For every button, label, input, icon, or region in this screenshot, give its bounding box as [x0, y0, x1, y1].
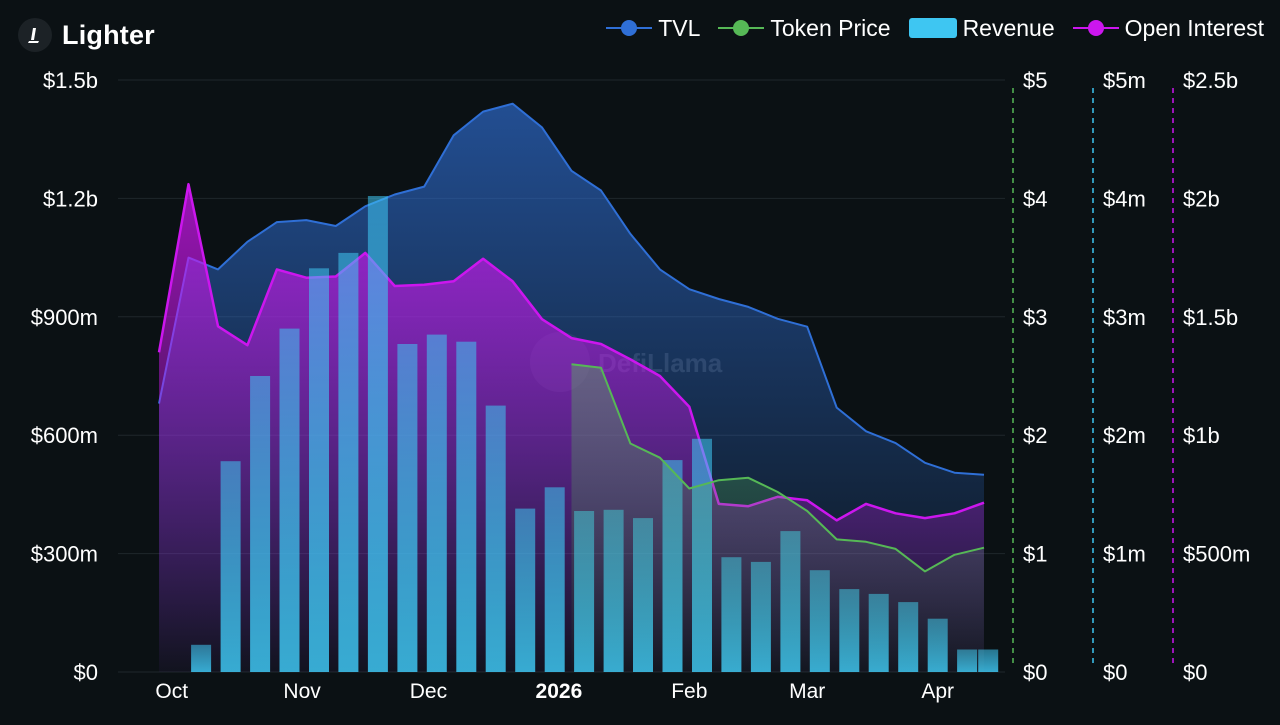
- revenue-axis-tick-label: $2m: [1103, 423, 1146, 448]
- legend-label: Token Price: [770, 14, 891, 41]
- open-interest-axis-tick-label: $1b: [1183, 423, 1220, 448]
- brand: Lighter: [18, 18, 155, 52]
- tvl-axis-tick-label: $0: [74, 660, 98, 685]
- revenue-bar[interactable]: [191, 644, 212, 672]
- tvl-axis-tick-label: $1.2b: [43, 186, 98, 211]
- x-axis-tick-label: Feb: [671, 680, 707, 703]
- series-layer: [157, 102, 999, 672]
- x-axis-tick-label: Nov: [283, 680, 321, 703]
- legend-rect-icon: [908, 18, 957, 38]
- revenue-bar[interactable]: [544, 487, 565, 672]
- revenue-axis-tick-label: $0: [1103, 660, 1127, 685]
- x-axis-tick-label: 2026: [536, 680, 583, 703]
- legend-label: TVL: [658, 14, 701, 41]
- revenue-axis-tick-label: $1m: [1103, 542, 1146, 567]
- open-interest-axis-tick-label: $2b: [1183, 186, 1220, 211]
- legend-label: Revenue: [962, 14, 1055, 41]
- revenue-bar[interactable]: [515, 508, 536, 672]
- token-price-axis-tick-label: $3: [1023, 305, 1047, 330]
- open-interest-axis-tick-label: $1.5b: [1183, 305, 1238, 330]
- open-interest-line: [157, 182, 985, 522]
- open-interest-axis-tick-label: $2.5b: [1183, 68, 1238, 93]
- lighter-logo-icon: [18, 18, 52, 52]
- chart-legend: TVL Token Price Revenue Open Interest: [606, 12, 1264, 44]
- brand-name: Lighter: [62, 19, 155, 50]
- token-price-axis-tick-label: $5: [1023, 68, 1047, 93]
- revenue-bar[interactable]: [309, 268, 329, 672]
- token-price-axis-tick-label: $0: [1023, 660, 1047, 685]
- tvl-line: [158, 102, 985, 476]
- revenue-bar[interactable]: [338, 252, 359, 672]
- x-axis-tick-label: Apr: [921, 680, 954, 703]
- legend-item-revenue[interactable]: Revenue: [908, 14, 1055, 42]
- x-axis-tick-label: Oct: [155, 680, 188, 703]
- axes-layer: $0 $300m $600m $900m $1.2b $1.5b $0 $1 $2 $3 $4 $5 $…: [31, 68, 1251, 703]
- open-interest-axis-tick-label: $0: [1183, 660, 1207, 685]
- legend-line-dot-icon: [718, 20, 765, 36]
- legend-label: Open Interest: [1124, 14, 1264, 41]
- revenue-bar[interactable]: [456, 341, 477, 672]
- revenue-bar[interactable]: [397, 344, 418, 672]
- legend-line-dot-icon: [606, 20, 653, 36]
- revenue-bar[interactable]: [426, 334, 447, 672]
- x-axis-tick-label: Dec: [410, 680, 447, 703]
- revenue-bar[interactable]: [279, 328, 300, 672]
- token-price-axis-tick-label: $2: [1023, 423, 1047, 448]
- legend-item-token-price[interactable]: Token Price: [718, 14, 891, 42]
- revenue-axis-tick-label: $3m: [1103, 305, 1146, 330]
- legend-item-open-interest[interactable]: Open Interest: [1072, 14, 1264, 42]
- revenue-axis-tick-label: $5m: [1103, 68, 1146, 93]
- token-price-line: [571, 363, 985, 573]
- tvl-axis-tick-label: $900m: [31, 305, 98, 330]
- revenue-bar[interactable]: [220, 461, 241, 672]
- tvl-axis-tick-label: $1.5b: [43, 68, 98, 93]
- revenue-bar[interactable]: [367, 196, 388, 672]
- tvl-axis-tick-label: $600m: [31, 423, 98, 448]
- token-price-axis-tick-label: $1: [1023, 542, 1047, 567]
- open-interest-axis-tick-label: $500m: [1183, 542, 1250, 567]
- legend-line-dot-icon: [1072, 20, 1119, 36]
- revenue-bar[interactable]: [485, 405, 506, 672]
- tvl-axis-tick-label: $300m: [31, 542, 98, 567]
- legend-item-tvl[interactable]: TVL: [606, 15, 700, 42]
- revenue-axis-tick-label: $4m: [1103, 186, 1146, 211]
- x-axis-tick-label: Mar: [789, 680, 825, 703]
- token-price-axis-tick-label: $4: [1023, 186, 1047, 211]
- revenue-bar[interactable]: [250, 376, 271, 672]
- token-price-area: [571, 364, 984, 672]
